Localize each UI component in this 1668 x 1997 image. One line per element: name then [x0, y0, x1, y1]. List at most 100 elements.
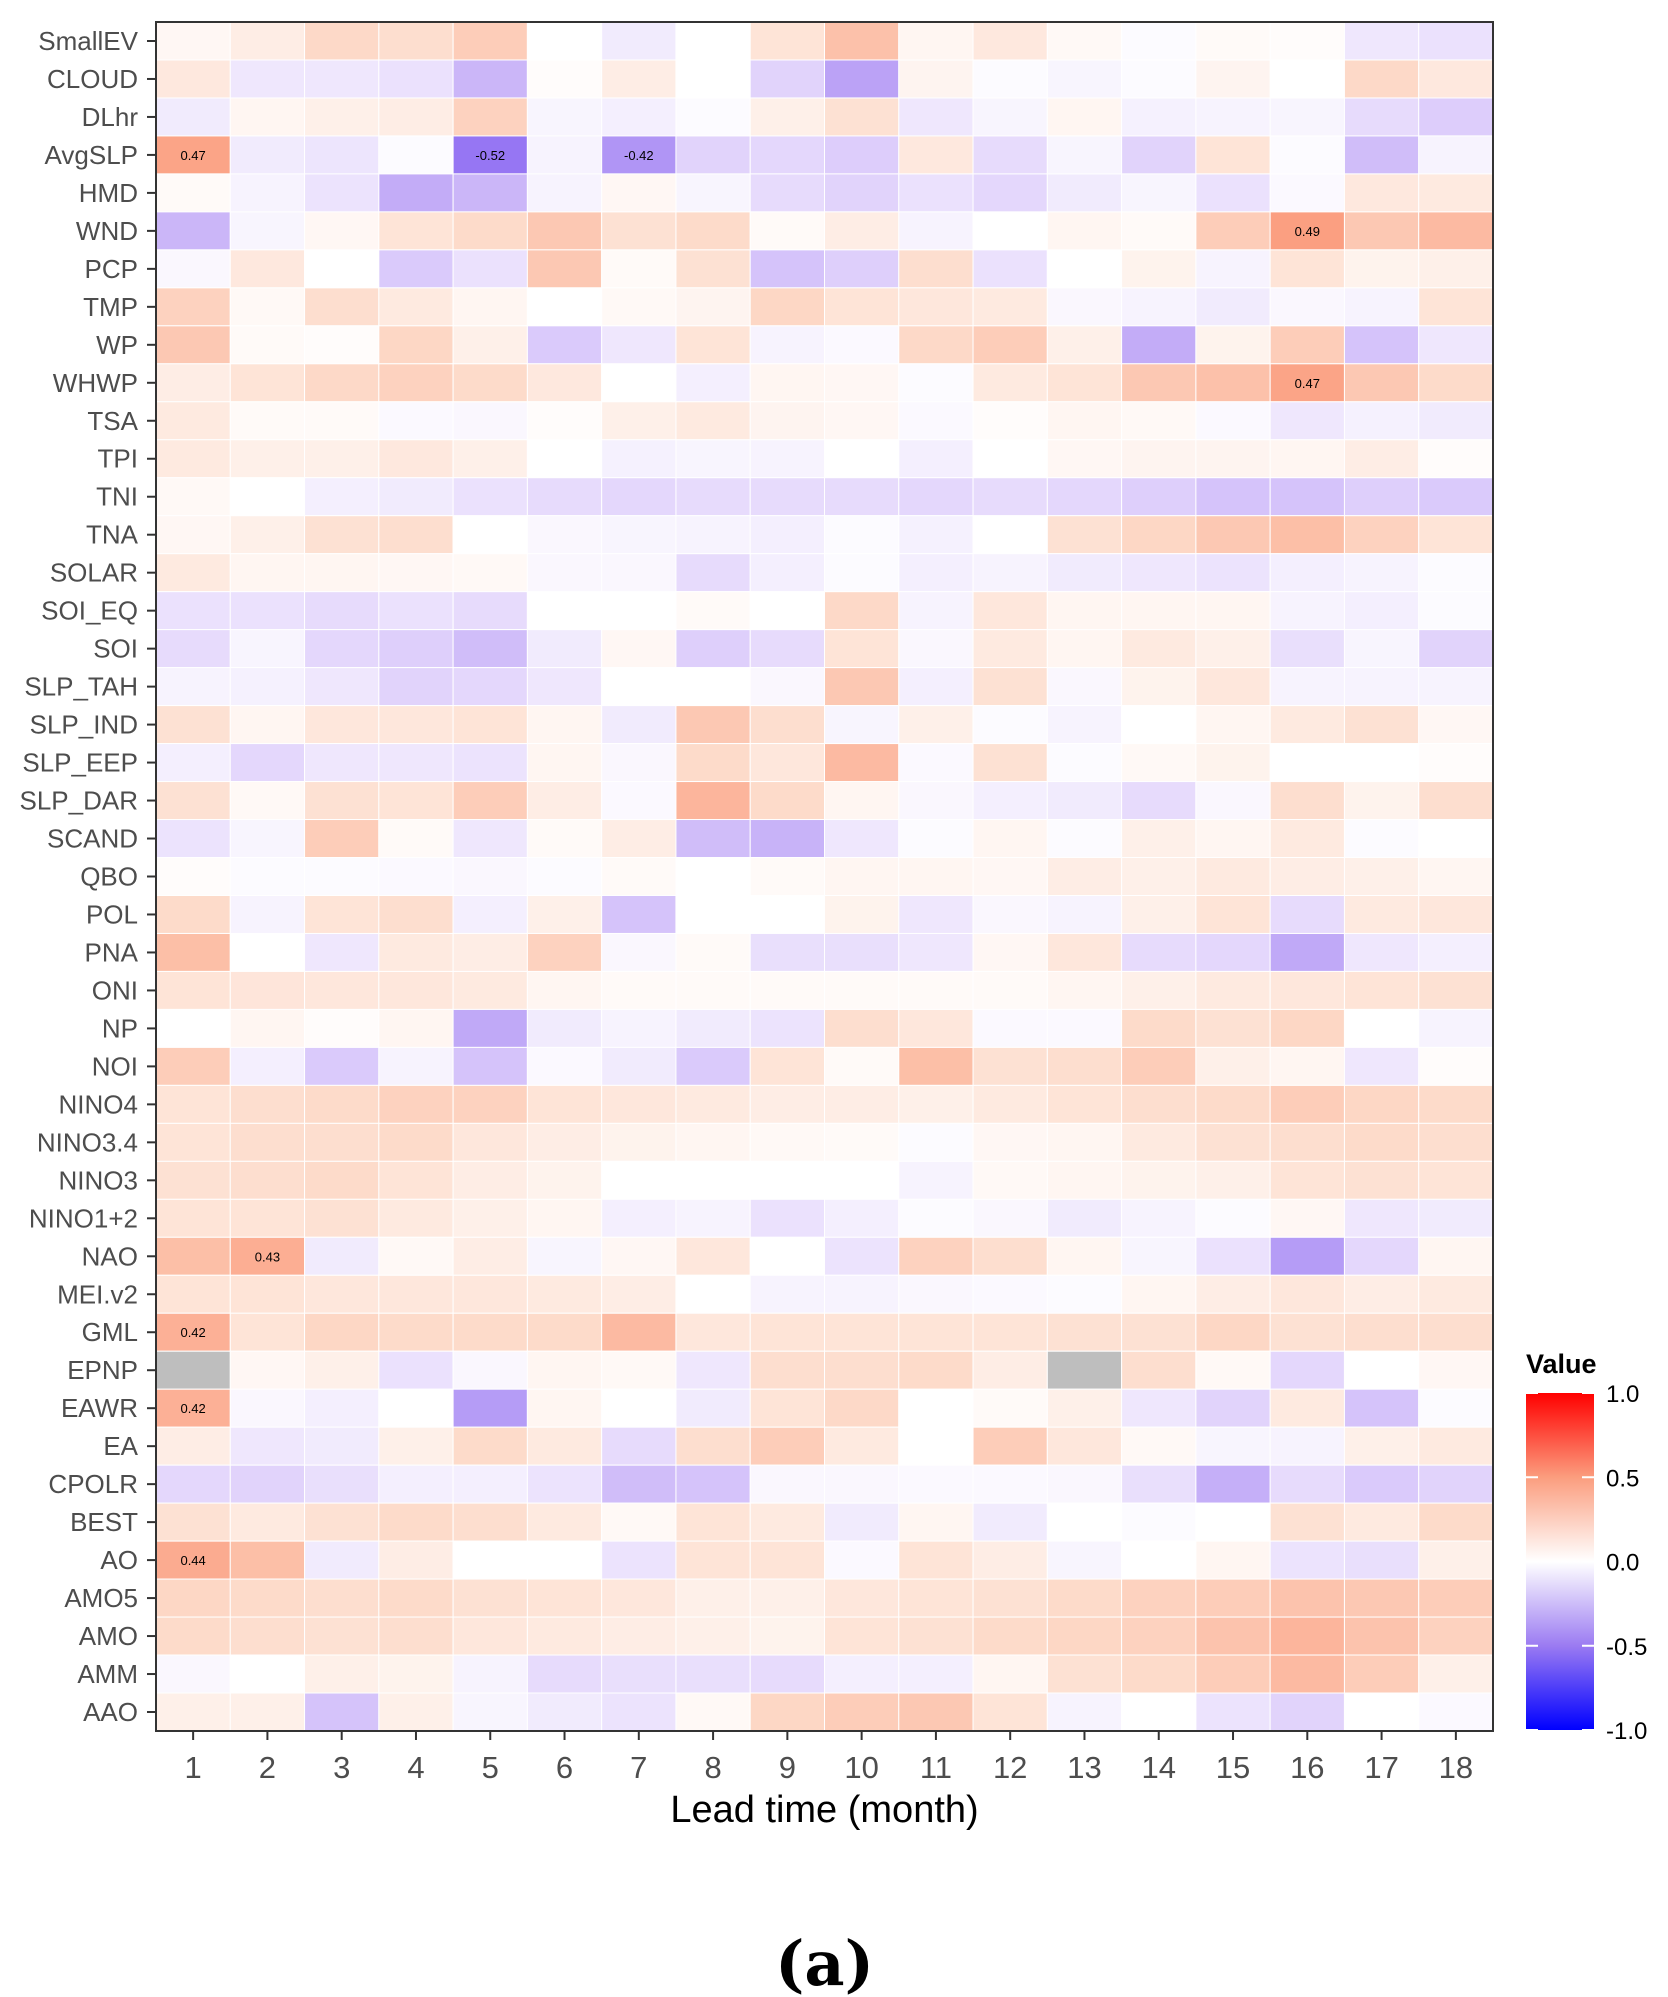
heatmap-cell-NINO3.4-8	[675, 1122, 751, 1162]
heatmap-cell-TPI-17	[1343, 439, 1420, 479]
heatmap-cell-SOI-7	[601, 629, 677, 669]
heatmap-cell-WP-15	[1195, 325, 1271, 365]
heatmap-cell-CPOLR-13	[1046, 1464, 1123, 1504]
cell-value-labels: 0.47 -0.52 -0.42 0.49 0.47 0.43 0.42 0.42 0.44	[180, 148, 1319, 1568]
heatmap-cell-AMM-1	[155, 1654, 231, 1694]
heatmap-cell-PCP-9	[749, 249, 825, 289]
heatmap-cell-TMP-14	[1121, 287, 1197, 327]
y-tick-label: POL	[86, 899, 138, 929]
x-tick-label: 3	[333, 1750, 350, 1785]
heatmap-cell-AMO5-8	[675, 1578, 751, 1618]
heatmap-cell-SLP_TAH-14	[1121, 667, 1197, 707]
heatmap-cell-TMP-13	[1046, 287, 1123, 327]
heatmap-cell-PNA-11	[898, 932, 974, 972]
heatmap-cell-WP-18	[1418, 325, 1494, 365]
heatmap-cell-WHWP-4	[378, 363, 454, 403]
heatmap-cell-PCP-2	[229, 249, 306, 289]
heatmap-cell-NP-5	[452, 1008, 528, 1048]
heatmap-cell-SLP_TAH-17	[1343, 667, 1420, 707]
heatmap-cell-CPOLR-16	[1269, 1464, 1345, 1504]
heatmap-cell-PNA-18	[1418, 932, 1494, 972]
heatmap-cell-CLOUD-18	[1418, 59, 1494, 99]
heatmap-cell-WP-5	[452, 325, 528, 365]
heatmap-cell-SmallEV-3	[304, 21, 380, 61]
heatmap-cell-TNA-7	[601, 515, 677, 555]
heatmap-cell-SLP_TAH-15	[1195, 667, 1271, 707]
heatmap-cell-SOI_EQ-8	[675, 591, 751, 631]
heatmap-cell-WP-3	[304, 325, 380, 365]
heatmap-cell-NOI-17	[1343, 1046, 1420, 1086]
y-tick-label: MEI.v2	[57, 1279, 138, 1309]
heatmap-cell-AAO-14	[1121, 1692, 1197, 1732]
heatmap-cell-SOLAR-12	[972, 553, 1048, 593]
heatmap-cell-AMM-10	[824, 1654, 900, 1694]
heatmap-cell-SCAND-11	[898, 819, 974, 859]
heatmap-cell-AMO-3	[304, 1616, 380, 1656]
heatmap-cell-AMM-2	[229, 1654, 306, 1694]
heatmap-cell-DLhr-18	[1418, 97, 1494, 137]
heatmap-cell-TPI-15	[1195, 439, 1271, 479]
heatmap-cell-AvgSLP-12	[972, 135, 1048, 175]
heatmap-cell-AO-3	[304, 1540, 380, 1580]
y-tick-label: NINO3.4	[37, 1127, 138, 1157]
heatmap-cell-PCP-5	[452, 249, 528, 289]
heatmap-cell-NINO4-15	[1195, 1084, 1271, 1124]
heatmap-cell-SLP_IND-15	[1195, 705, 1271, 745]
heatmap-cell-CLOUD-3	[304, 59, 380, 99]
x-axis: 1 2 3 4 5 6 7 8 9 10 11 12 13 14 15 16 17 18	[185, 1731, 1473, 1785]
heatmap-cell-ONI-4	[378, 970, 454, 1010]
heatmap-cell-SLP_IND-13	[1046, 705, 1123, 745]
heatmap-cell-NINO4-16	[1269, 1084, 1345, 1124]
y-tick-label: TMP	[83, 292, 138, 322]
heatmap-cell-SLP_TAH-11	[898, 667, 974, 707]
heatmap-cell-SOLAR-6	[526, 553, 603, 593]
heatmap-cell-AAO-1	[155, 1692, 231, 1732]
heatmap-cell-WND-1	[155, 211, 231, 251]
heatmap-cell-NINO4-14	[1121, 1084, 1197, 1124]
heatmap-cell-HMD-10	[824, 173, 900, 213]
heatmap-cell-CLOUD-4	[378, 59, 454, 99]
heatmap-cell-TMP-5	[452, 287, 528, 327]
heatmap-cell-ONI-17	[1343, 970, 1420, 1010]
heatmap-cell-CPOLR-4	[378, 1464, 454, 1504]
heatmap-cell-SLP_EEP-10	[824, 743, 900, 783]
heatmap-cell-TMP-18	[1418, 287, 1494, 327]
heatmap-cell-SLP_DAR-1	[155, 781, 231, 821]
heatmap-cell-TNA-14	[1121, 515, 1197, 555]
heatmap-cell-WHWP-18	[1418, 363, 1494, 403]
heatmap-cell-NINO4-12	[972, 1084, 1048, 1124]
heatmap-cell-EAWR-15	[1195, 1388, 1271, 1428]
heatmap-cell-NAO-16	[1269, 1236, 1345, 1276]
heatmap-cell-SLP_EEP-13	[1046, 743, 1123, 783]
heatmap-cell-SOI_EQ-13	[1046, 591, 1123, 631]
heatmap-cell-SOI_EQ-18	[1418, 591, 1494, 631]
heatmap-cell-SLP_IND-18	[1418, 705, 1494, 745]
heatmap-cell-NAO-13	[1046, 1236, 1123, 1276]
heatmap-cell-TSA-4	[378, 401, 454, 441]
heatmap-cell-SOI-5	[452, 629, 528, 669]
heatmap-cell-AMO5-15	[1195, 1578, 1271, 1618]
heatmap-cell-TNI-1	[155, 477, 231, 517]
heatmap-cell-CPOLR-18	[1418, 1464, 1494, 1504]
heatmap-cell-SLP_DAR-7	[601, 781, 677, 821]
heatmap-cell-SOI-9	[749, 629, 825, 669]
heatmap-cell-HMD-1	[155, 173, 231, 213]
heatmap-cell-CPOLR-1	[155, 1464, 231, 1504]
heatmap-cell-QBO-16	[1269, 857, 1345, 896]
heatmap-cell-NINO3-9	[749, 1160, 825, 1200]
heatmap-cell-AMO-6	[526, 1616, 603, 1656]
heatmap-cell-SLP_EEP-2	[229, 743, 306, 783]
heatmap-cell-AO-4	[378, 1540, 454, 1580]
heatmap-cell-NAO-14	[1121, 1236, 1197, 1276]
heatmap-cell-CLOUD-11	[898, 59, 974, 99]
heatmap-cell-WHWP-5	[452, 363, 528, 403]
heatmap-cell-WND-4	[378, 211, 454, 251]
heatmap-cell-BEST-6	[526, 1502, 603, 1542]
heatmap-cell-POL-10	[824, 894, 900, 934]
heatmap-cell-SLP_TAH-7	[601, 667, 677, 707]
heatmap-cell-SOLAR-10	[824, 553, 900, 593]
heatmap-cell-ONI-8	[675, 970, 751, 1010]
heatmap-cell-POL-11	[898, 894, 974, 934]
heatmap-cell-MEI.v2-17	[1343, 1274, 1420, 1314]
heatmap-cell-TPI-1	[155, 439, 231, 479]
